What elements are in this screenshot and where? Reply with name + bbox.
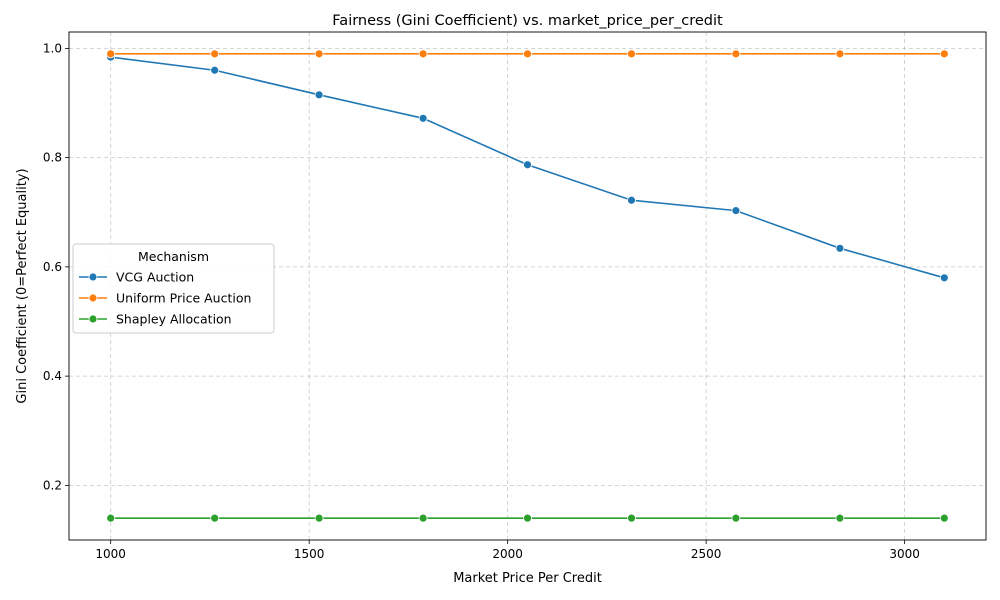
data-point: [835, 49, 845, 59]
series-uniform-price-auction: [106, 49, 949, 59]
x-tick-label: 2000: [492, 547, 523, 561]
data-point: [210, 49, 220, 59]
data-point: [731, 513, 741, 523]
data-point: [418, 113, 428, 123]
y-axis-label: Gini Coefficient (0=Perfect Equality): [15, 168, 30, 403]
data-point: [835, 243, 845, 253]
x-tick-label: 3000: [889, 547, 920, 561]
legend-title: Mechanism: [138, 249, 209, 264]
data-point: [210, 513, 220, 523]
data-point: [627, 513, 636, 523]
data-point: [523, 49, 532, 59]
legend: Mechanism VCG Auction Uniform Price Aucti…: [72, 243, 275, 334]
data-point: [627, 195, 636, 205]
legend-swatch-marker: [88, 314, 98, 324]
chart-title: Fairness (Gini Coefficient) vs. market_p…: [332, 13, 723, 29]
legend-swatch-marker: [88, 293, 98, 303]
data-point: [106, 49, 116, 59]
data-point: [731, 49, 741, 59]
data-point: [835, 513, 845, 523]
data-point: [731, 206, 741, 216]
legend-label: Shapley Allocation: [116, 312, 232, 327]
legend-item-uniform-price-auction: Uniform Price Auction: [79, 291, 251, 306]
data-point: [418, 49, 428, 59]
legend-label: VCG Auction: [116, 270, 194, 285]
data-point: [939, 49, 949, 59]
legend-box: [72, 243, 275, 334]
data-point: [627, 49, 636, 59]
data-point: [314, 513, 324, 523]
y-tick-label: 0.4: [43, 369, 62, 383]
y-tick-label: 0.8: [43, 151, 62, 165]
x-axis-label: Market Price Per Credit: [453, 571, 602, 586]
y-tick-label: 1.0: [43, 41, 62, 55]
data-point: [314, 49, 324, 59]
legend-label: Uniform Price Auction: [116, 291, 251, 306]
series-vcg-auction: [106, 52, 949, 283]
data-point: [939, 273, 949, 283]
x-tick-label: 1000: [95, 547, 126, 561]
ticks: 1000 1500 2000 2500 3000 0.2 0.4 0.6 0.8 1.0: [43, 41, 920, 561]
data-point: [418, 513, 428, 523]
y-tick-label: 0.2: [43, 478, 62, 492]
series-layer: [106, 49, 949, 523]
x-tick-label: 2500: [691, 547, 722, 561]
data-point: [523, 160, 532, 170]
legend-items: VCG Auction Uniform Price Auction Shapley …: [79, 270, 251, 327]
legend-item-shapley-allocation: Shapley Allocation: [79, 312, 232, 327]
data-point: [314, 90, 324, 100]
series-shapley-allocation: [106, 513, 949, 523]
data-point: [106, 513, 116, 523]
plot-frame: [68, 31, 987, 541]
x-tick-label: 1500: [294, 547, 325, 561]
legend-swatch-marker: [88, 272, 98, 282]
data-point: [523, 513, 532, 523]
legend-item-vcg-auction: VCG Auction: [79, 270, 194, 285]
data-point: [939, 513, 949, 523]
grid: [69, 32, 986, 540]
y-tick-label: 0.6: [43, 260, 62, 274]
data-point: [210, 65, 220, 75]
